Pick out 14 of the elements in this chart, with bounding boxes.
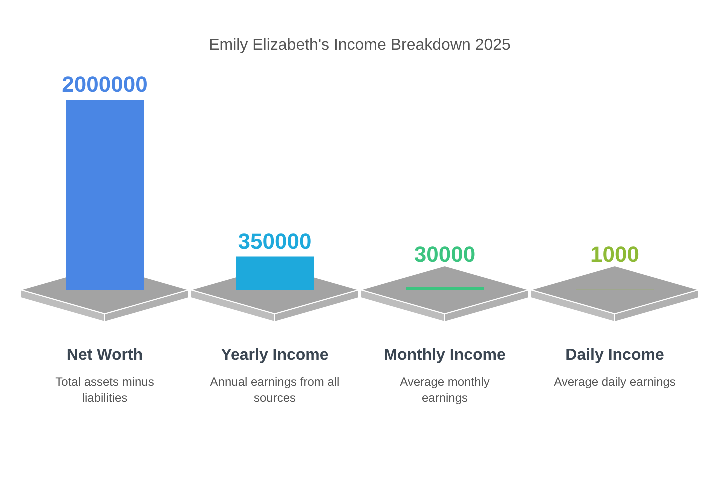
x-tick-label: Daily Income bbox=[566, 347, 664, 364]
text: Average monthly earnings bbox=[400, 375, 490, 405]
text: Total assets minus liabilities bbox=[56, 375, 154, 405]
bar bbox=[406, 287, 484, 290]
x-tick-label: Net Worth bbox=[66, 347, 144, 364]
text: Average daily earnings bbox=[554, 375, 676, 389]
data-label: 1000 bbox=[590, 242, 640, 267]
data-label: 2000000 bbox=[62, 72, 148, 97]
text: Annual earnings from all sources bbox=[210, 375, 340, 405]
x-tick-label: Monthly Income bbox=[384, 347, 506, 364]
chart-title: Emily Elizabeth's Income Breakdown 2025 bbox=[209, 37, 512, 54]
data-label: 30000 bbox=[414, 242, 476, 267]
x-tick-label: Yearly Income bbox=[221, 347, 329, 364]
data-label: 350000 bbox=[238, 228, 312, 254]
